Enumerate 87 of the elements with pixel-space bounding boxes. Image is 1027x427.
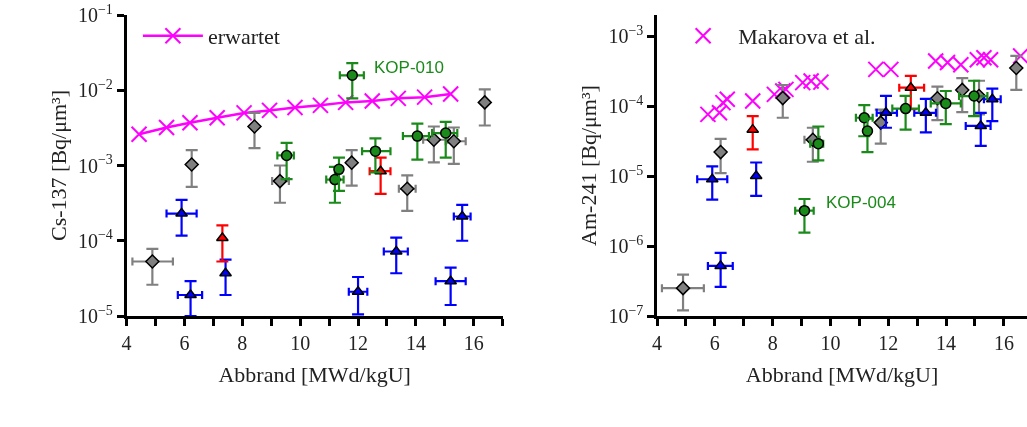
point <box>446 134 462 149</box>
y-axis-title: Am-241 [Bq/μm³] <box>576 85 602 246</box>
x-tick-label: 8 <box>237 331 248 354</box>
y-tick-label: 10$^{−2}$ <box>77 76 113 102</box>
point <box>369 145 382 157</box>
point <box>744 92 762 110</box>
legend-label: erwartet <box>207 24 280 50</box>
point <box>775 90 791 106</box>
point <box>346 69 359 82</box>
point <box>705 173 719 183</box>
point <box>746 123 760 133</box>
y-tick-label: 10$^{−4}$ <box>608 92 644 118</box>
point <box>718 90 736 108</box>
x-axis-title: Abbrand [MWd/kgU] <box>745 361 939 387</box>
point <box>765 85 783 103</box>
point <box>247 119 262 134</box>
point <box>714 94 732 112</box>
point <box>416 88 434 106</box>
point <box>184 289 198 299</box>
point <box>363 92 381 110</box>
point <box>130 125 148 143</box>
x-tick-label: 14 <box>405 331 426 354</box>
point <box>968 90 980 102</box>
point <box>714 260 728 270</box>
point <box>675 280 691 296</box>
point <box>389 89 407 107</box>
point <box>444 275 458 285</box>
y-axis-title: Cs-137 [Bq/μm³] <box>45 89 71 242</box>
point <box>974 120 988 130</box>
y-tick-label: 10$^{−3}$ <box>77 152 113 177</box>
y-tick-label: 10$^{−5}$ <box>608 162 644 188</box>
point <box>286 98 304 116</box>
point <box>477 95 493 110</box>
x-tick-label: 6 <box>709 331 720 354</box>
annotation: KOP-004 <box>826 193 896 212</box>
x-tick-label: 4 <box>121 331 132 354</box>
point <box>158 118 176 136</box>
point <box>861 125 874 137</box>
x-tick-label: 10 <box>820 331 841 354</box>
point <box>904 81 918 91</box>
x-tick-label: 4 <box>652 331 663 354</box>
point <box>181 114 199 132</box>
point <box>1009 60 1024 76</box>
point <box>442 85 460 103</box>
y-tick-label: 10$^{−4}$ <box>77 227 113 252</box>
legend-label: Makarova et al. <box>738 24 876 50</box>
point <box>208 109 226 127</box>
point <box>899 102 912 115</box>
y-tick-label: 10$^{−6}$ <box>608 232 644 258</box>
point <box>145 254 160 269</box>
point <box>749 170 763 180</box>
x-tick-label: 16 <box>993 331 1014 354</box>
point <box>919 107 933 117</box>
y-tick-label: 10$^{−7}$ <box>608 302 644 327</box>
point <box>215 232 229 242</box>
point <box>955 82 970 98</box>
x-tick-label: 16 <box>463 331 484 354</box>
point <box>389 245 403 255</box>
y-tick-label: 10$^{−3}$ <box>608 22 644 48</box>
x-tick-label: 14 <box>936 331 957 354</box>
point <box>235 104 253 122</box>
x-axis-title: Abbrand [MWd/kgU] <box>218 361 411 387</box>
point <box>337 93 355 111</box>
point <box>713 144 728 160</box>
point <box>184 157 199 172</box>
point <box>940 97 952 110</box>
x-tick-label: 12 <box>878 331 899 354</box>
x-tick-label: 12 <box>348 331 369 354</box>
point <box>280 149 293 162</box>
point <box>798 204 811 217</box>
y-tick-label: 10$^{−5}$ <box>77 302 113 327</box>
annotation: KOP-010 <box>374 58 444 77</box>
point <box>219 267 233 277</box>
point <box>802 72 820 90</box>
point <box>311 96 329 114</box>
point <box>439 127 452 139</box>
x-tick-label: 8 <box>767 331 778 354</box>
point <box>879 107 893 117</box>
point <box>411 130 424 142</box>
x-tick-label: 10 <box>290 331 311 354</box>
y-tick-label: 10$^{−1}$ <box>77 1 113 26</box>
point <box>261 101 279 119</box>
point <box>333 163 345 176</box>
point <box>975 49 993 67</box>
point <box>175 207 189 217</box>
x-tick-label: 6 <box>179 331 190 354</box>
point <box>344 155 359 170</box>
